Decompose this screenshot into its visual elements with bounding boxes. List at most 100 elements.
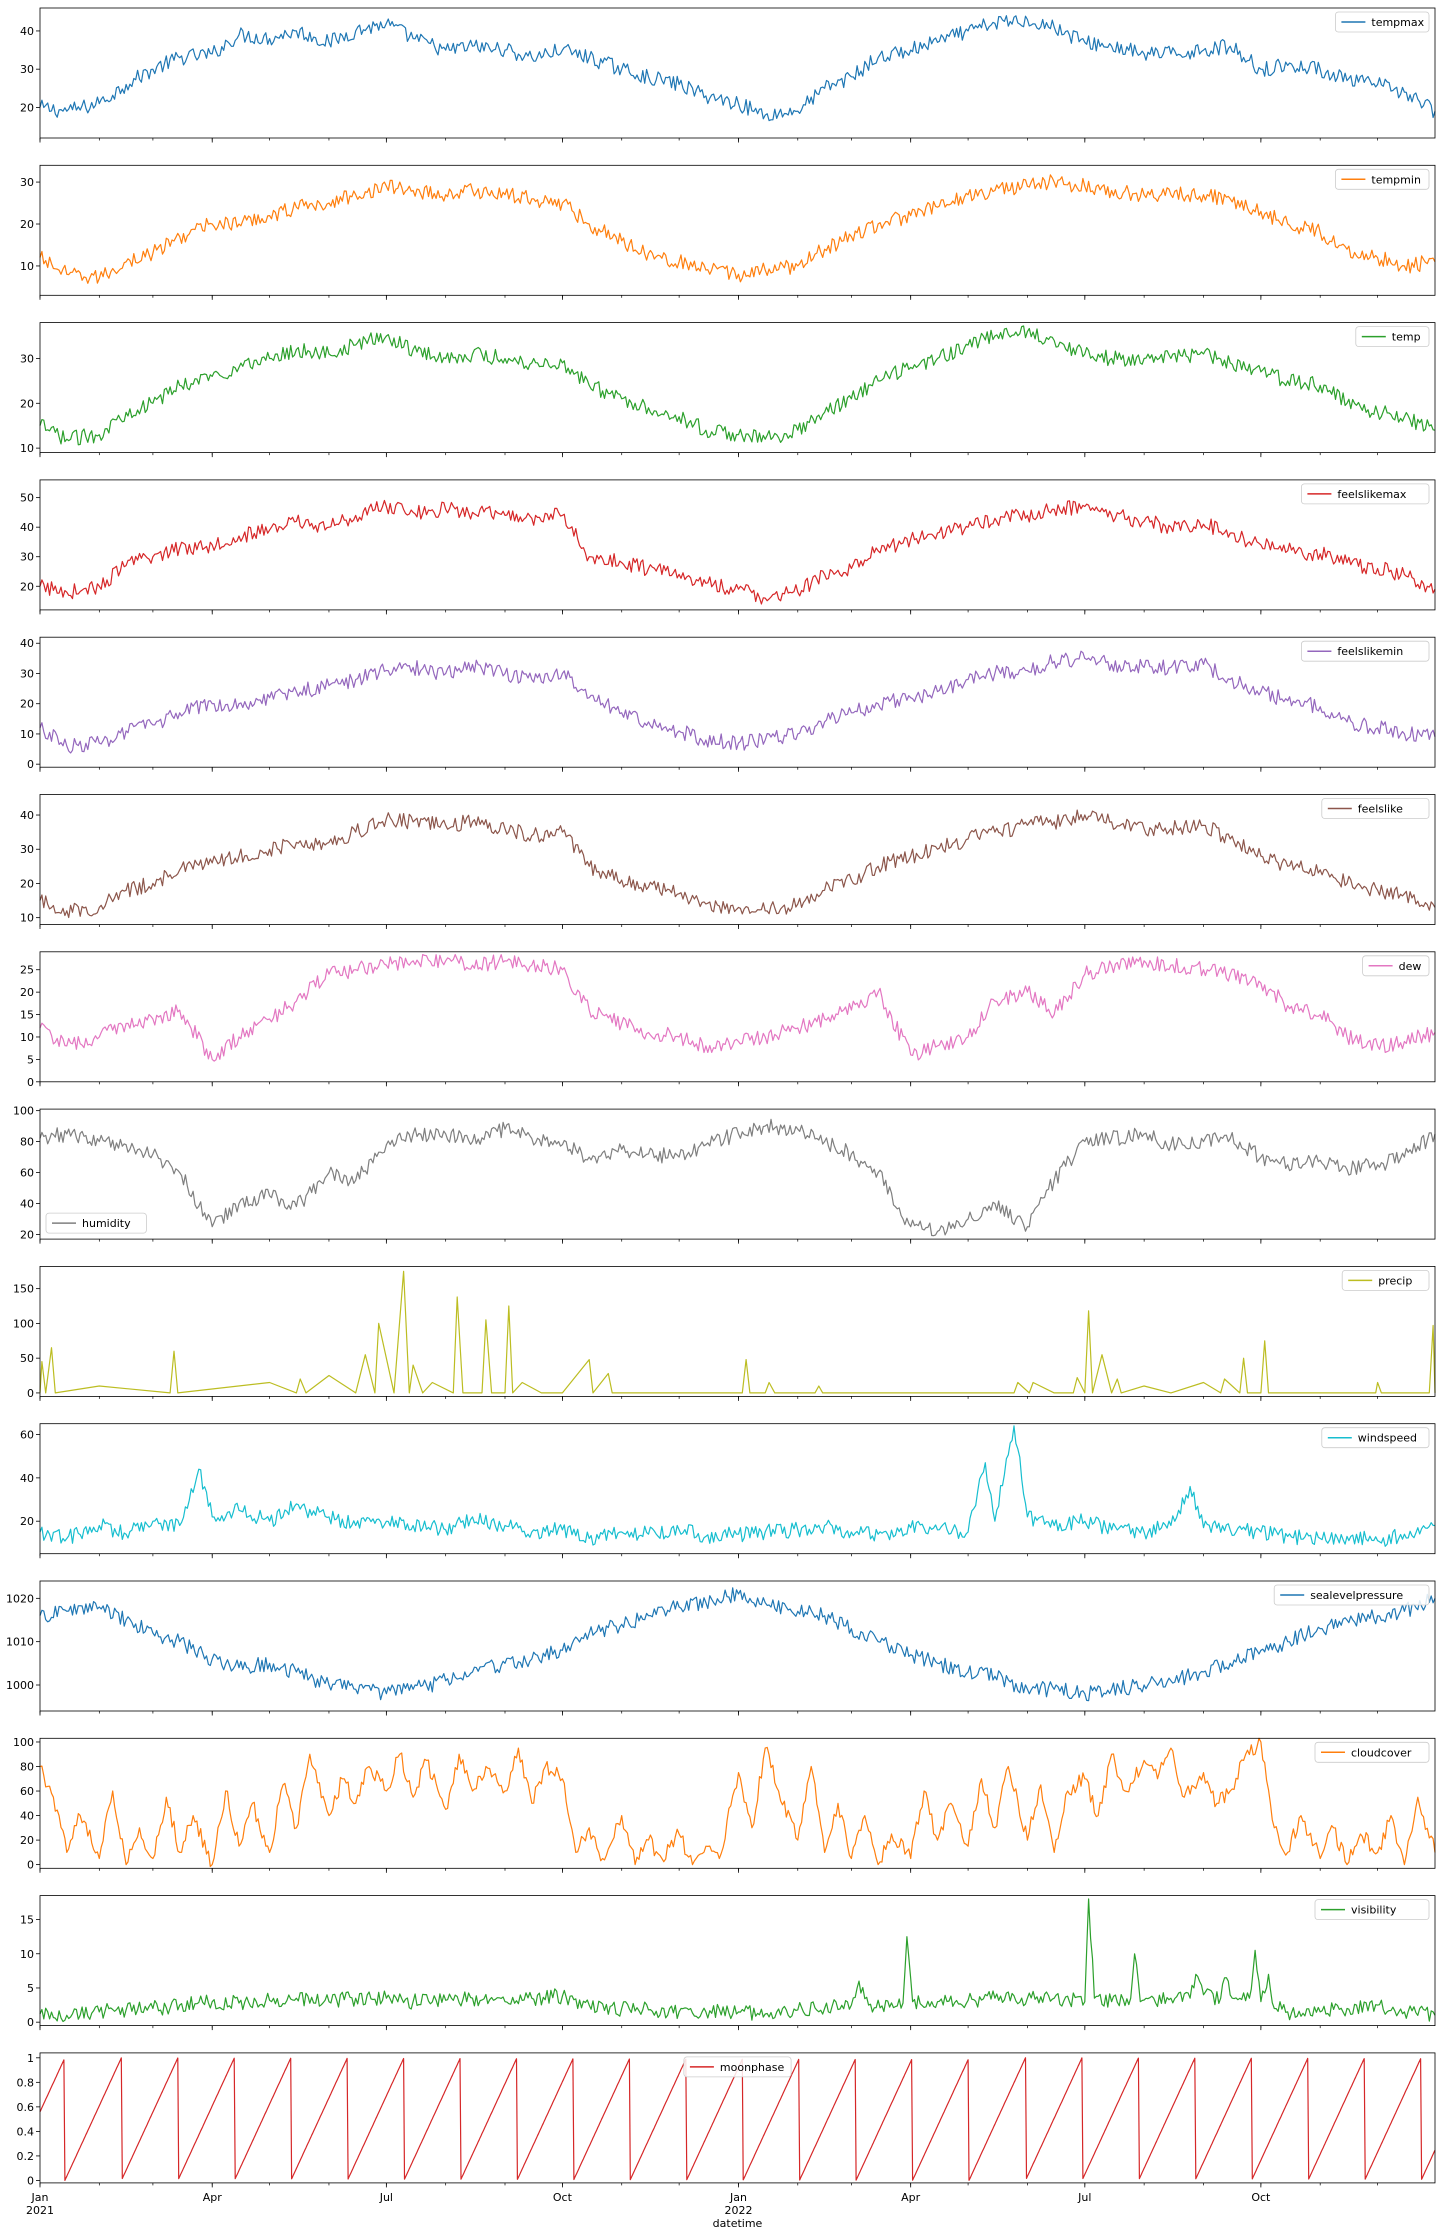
legend: tempmax: [1335, 11, 1430, 33]
x-tick-label: Jul: [1077, 2191, 1091, 2204]
subplot-moonphase: 0 0.2 0.4 0.6 0.8 1 moonphase: [17, 2052, 1436, 2187]
series-line-feelslikemin: [39, 650, 1436, 754]
legend-box: [1273, 1584, 1430, 1606]
y-tick-label: 20: [20, 698, 34, 711]
y-tick-label: 40: [20, 521, 34, 534]
y-tick-label: 20: [20, 986, 34, 999]
legend-label: feelslikemin: [1337, 645, 1403, 658]
y-tick-label: 1010: [6, 1636, 34, 1649]
y-tick-label: 10: [20, 1031, 34, 1044]
legend-label: windspeed: [1358, 1432, 1417, 1445]
subplot-visibility: 0 5 10 15 visibility: [20, 1895, 1436, 2031]
axes-frame: [39, 1423, 1436, 1555]
axes-frame: [39, 1580, 1436, 1712]
legend: moonphase: [683, 2056, 792, 2078]
y-tick-label: 0: [27, 758, 34, 771]
x-tick-sublabel: 2022: [724, 2204, 752, 2217]
axes-frame: [39, 951, 1436, 1083]
subplot-tempmin: 10 20 30 tempmin: [20, 164, 1436, 300]
legend-box: [1301, 483, 1430, 505]
y-tick-label: 20: [20, 101, 34, 114]
y-tick-label: 15: [20, 1009, 34, 1022]
y-tick-label: 20: [20, 877, 34, 890]
y-tick-label: 40: [20, 25, 34, 38]
subplot-precip: 0 50 100 150 precip: [13, 1266, 1436, 1401]
y-tick-label: 20: [20, 397, 34, 410]
legend-label: cloudcover: [1351, 1746, 1412, 1759]
subplot-windspeed: 20 40 60 windspeed: [20, 1423, 1436, 1559]
legend-label: sealevelpressure: [1310, 1589, 1403, 1602]
x-axis-label: datetime: [713, 2217, 763, 2230]
x-tick-label: Jan: [31, 2191, 49, 2204]
y-tick-label: 50: [20, 1352, 34, 1365]
y-tick-label: 15: [20, 1914, 34, 1927]
series-line-dew: [39, 954, 1436, 1062]
x-tick-label: Jan: [729, 2191, 747, 2204]
x-tick-label: Apr: [901, 2191, 921, 2204]
subplot-feelslikemin: 0 10 20 30 40 feelslikemin: [20, 636, 1436, 772]
legend-box: [1314, 1899, 1430, 1920]
legend: visibility: [1314, 1899, 1430, 1920]
axes-frame: [39, 636, 1436, 768]
subplot-dew: 0 5 10 15 20 25 dew: [20, 951, 1436, 1089]
axes-frame: [39, 164, 1436, 296]
legend-box: [1341, 1270, 1430, 1291]
y-tick-label: 30: [20, 843, 34, 856]
series-line-feelslike: [39, 809, 1436, 919]
series-line-tempmax: [39, 15, 1436, 122]
subplot-humidity: 20 40 60 80 100 humidity: [13, 1105, 1436, 1244]
legend-label: moonphase: [720, 2061, 785, 2074]
legend-box: [1362, 955, 1430, 977]
series-line-windspeed: [39, 1425, 1436, 1547]
legend: tempmin: [1335, 168, 1430, 190]
legend-box: [1335, 11, 1430, 33]
axes-frame: [39, 1266, 1436, 1397]
axes-frame: [39, 794, 1436, 925]
legend-box: [683, 2056, 792, 2078]
legend-label: tempmax: [1371, 16, 1424, 29]
legend: feelslikemax: [1301, 483, 1430, 505]
y-tick-label: 100: [13, 1736, 34, 1749]
legend-box: [45, 1212, 147, 1234]
y-tick-label: 30: [20, 551, 34, 564]
legend-box: [1301, 640, 1430, 662]
axes-frame: [39, 2052, 1436, 2184]
axes-frame: [39, 1895, 1436, 2026]
y-tick-label: 10: [20, 912, 34, 925]
series-line-sealevelpressure: [39, 1587, 1436, 1702]
legend: precip: [1341, 1270, 1430, 1291]
legend: sealevelpressure: [1273, 1584, 1430, 1606]
legend-box: [1314, 1741, 1430, 1763]
y-tick-label: 30: [20, 667, 34, 680]
axes-frame: [39, 479, 1436, 611]
subplot-tempmax: 20 30 40 tempmax: [20, 7, 1436, 143]
y-tick-label: 10: [20, 442, 34, 455]
y-tick-label: 0.4: [17, 2125, 35, 2138]
y-tick-label: 40: [20, 1198, 34, 1211]
y-tick-label: 50: [20, 492, 34, 505]
y-tick-label: 0: [27, 1387, 34, 1400]
series-line-precip: [39, 1270, 1436, 1394]
x-tick-sublabel: 2021: [26, 2204, 54, 2217]
y-tick-label: 0: [27, 1859, 34, 1872]
y-tick-label: 0.8: [17, 2076, 35, 2089]
y-tick-label: 1000: [6, 1679, 34, 1692]
axes-frame: [39, 1737, 1436, 1869]
y-tick-label: 20: [20, 1834, 34, 1847]
y-tick-label: 40: [20, 1472, 34, 1485]
axes-frame: [39, 7, 1436, 139]
y-tick-label: 40: [20, 1810, 34, 1823]
y-tick-label: 60: [20, 1167, 34, 1180]
y-tick-label: 0: [27, 2174, 34, 2187]
y-tick-label: 10: [20, 728, 34, 741]
y-tick-label: 5: [27, 1053, 34, 1066]
y-tick-label: 10: [20, 260, 34, 273]
legend-label: humidity: [82, 1217, 131, 1230]
axes-frame: [39, 1108, 1436, 1240]
legend-box: [1321, 798, 1430, 819]
subplot-sealevelpressure: 1000 1010 1020 sealevelpressure: [6, 1580, 1436, 1716]
legend: feelslikemin: [1301, 640, 1430, 662]
y-tick-label: 0: [27, 1076, 34, 1089]
